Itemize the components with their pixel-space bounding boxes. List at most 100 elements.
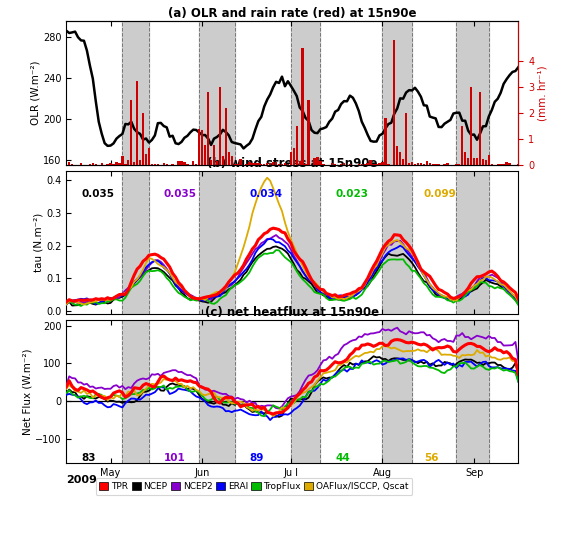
Bar bbox=[122, 320, 149, 464]
Bar bbox=[136, 81, 138, 165]
Bar bbox=[225, 108, 227, 165]
Bar bbox=[473, 158, 475, 165]
Bar bbox=[488, 155, 490, 165]
Title: (b) wind stress at 15n90e: (b) wind stress at 15n90e bbox=[207, 157, 378, 169]
Bar bbox=[272, 162, 274, 165]
Bar bbox=[245, 164, 248, 165]
Bar bbox=[437, 164, 440, 165]
Bar bbox=[456, 21, 489, 165]
Bar bbox=[382, 170, 412, 314]
Bar bbox=[257, 163, 260, 165]
Bar bbox=[316, 157, 319, 165]
Bar bbox=[319, 161, 321, 165]
Text: 44: 44 bbox=[335, 453, 350, 463]
Bar bbox=[89, 164, 91, 165]
Bar bbox=[426, 161, 428, 165]
Bar bbox=[92, 163, 94, 165]
Bar bbox=[363, 163, 366, 165]
Bar bbox=[112, 163, 115, 165]
Bar bbox=[361, 164, 363, 165]
Bar bbox=[157, 164, 159, 165]
Bar bbox=[71, 163, 73, 165]
Bar bbox=[373, 164, 375, 165]
Text: 0.035: 0.035 bbox=[164, 189, 197, 199]
Bar bbox=[402, 159, 404, 165]
Bar bbox=[291, 320, 320, 464]
Text: 56: 56 bbox=[424, 453, 438, 463]
Bar bbox=[505, 162, 508, 165]
Bar bbox=[417, 163, 419, 165]
Bar bbox=[378, 163, 381, 165]
Bar bbox=[408, 163, 410, 165]
Bar bbox=[497, 164, 499, 165]
Bar bbox=[121, 156, 124, 165]
Bar bbox=[399, 152, 401, 165]
Bar bbox=[195, 164, 198, 165]
Bar bbox=[340, 164, 342, 165]
Bar bbox=[204, 145, 206, 165]
Text: 0.034: 0.034 bbox=[249, 189, 283, 199]
Bar bbox=[479, 92, 481, 165]
Bar bbox=[94, 163, 97, 165]
Bar bbox=[366, 163, 369, 165]
Bar bbox=[287, 163, 289, 165]
Bar bbox=[284, 163, 286, 165]
Text: 89: 89 bbox=[249, 453, 264, 463]
Bar bbox=[278, 164, 280, 165]
Y-axis label: (mm. hr⁻¹): (mm. hr⁻¹) bbox=[537, 65, 547, 121]
Y-axis label: tau (N.m⁻²): tau (N.m⁻²) bbox=[33, 213, 43, 272]
Bar bbox=[382, 21, 412, 165]
Bar bbox=[115, 162, 118, 165]
Bar bbox=[199, 21, 234, 165]
Bar bbox=[124, 164, 127, 165]
Bar bbox=[133, 162, 135, 165]
Bar bbox=[308, 100, 310, 165]
Bar bbox=[162, 163, 165, 165]
Bar bbox=[254, 163, 256, 165]
Bar bbox=[491, 163, 493, 165]
Bar bbox=[122, 170, 149, 314]
Bar bbox=[434, 163, 437, 165]
Bar bbox=[210, 160, 212, 165]
Bar bbox=[139, 160, 141, 165]
Bar bbox=[461, 126, 464, 165]
Bar bbox=[464, 152, 467, 165]
Bar bbox=[456, 320, 489, 464]
Bar bbox=[213, 145, 215, 165]
Bar bbox=[369, 160, 372, 165]
Bar bbox=[470, 87, 472, 165]
Bar bbox=[269, 163, 271, 165]
Bar bbox=[387, 164, 389, 165]
Bar bbox=[199, 170, 234, 314]
Bar bbox=[313, 158, 316, 165]
Legend: TPR, NCEP, NCEP2, ERAI, TropFlux, OAFlux/ISCCP, Qscat: TPR, NCEP, NCEP2, ERAI, TropFlux, OAFlux… bbox=[96, 478, 412, 495]
Bar bbox=[222, 157, 224, 165]
Bar bbox=[499, 163, 502, 165]
Bar bbox=[456, 170, 489, 314]
Bar bbox=[201, 130, 203, 165]
Bar bbox=[291, 21, 320, 165]
Bar bbox=[118, 163, 120, 165]
Bar bbox=[101, 163, 103, 165]
Bar bbox=[198, 129, 200, 165]
Bar bbox=[396, 146, 399, 165]
Bar bbox=[384, 118, 386, 165]
Bar bbox=[420, 163, 422, 165]
Bar bbox=[154, 164, 156, 165]
Bar bbox=[301, 48, 304, 165]
Bar bbox=[130, 100, 132, 165]
Text: 2009: 2009 bbox=[66, 474, 97, 485]
Bar bbox=[109, 163, 112, 165]
Bar bbox=[122, 21, 149, 165]
Bar bbox=[248, 162, 251, 165]
Bar bbox=[145, 154, 147, 165]
Bar bbox=[411, 162, 413, 165]
Bar bbox=[405, 113, 407, 165]
Bar bbox=[431, 164, 434, 165]
Text: 0.035: 0.035 bbox=[81, 189, 114, 199]
Bar bbox=[183, 162, 185, 165]
Bar bbox=[322, 163, 324, 165]
Bar bbox=[68, 162, 70, 165]
Bar bbox=[331, 162, 334, 165]
Bar bbox=[251, 163, 253, 165]
